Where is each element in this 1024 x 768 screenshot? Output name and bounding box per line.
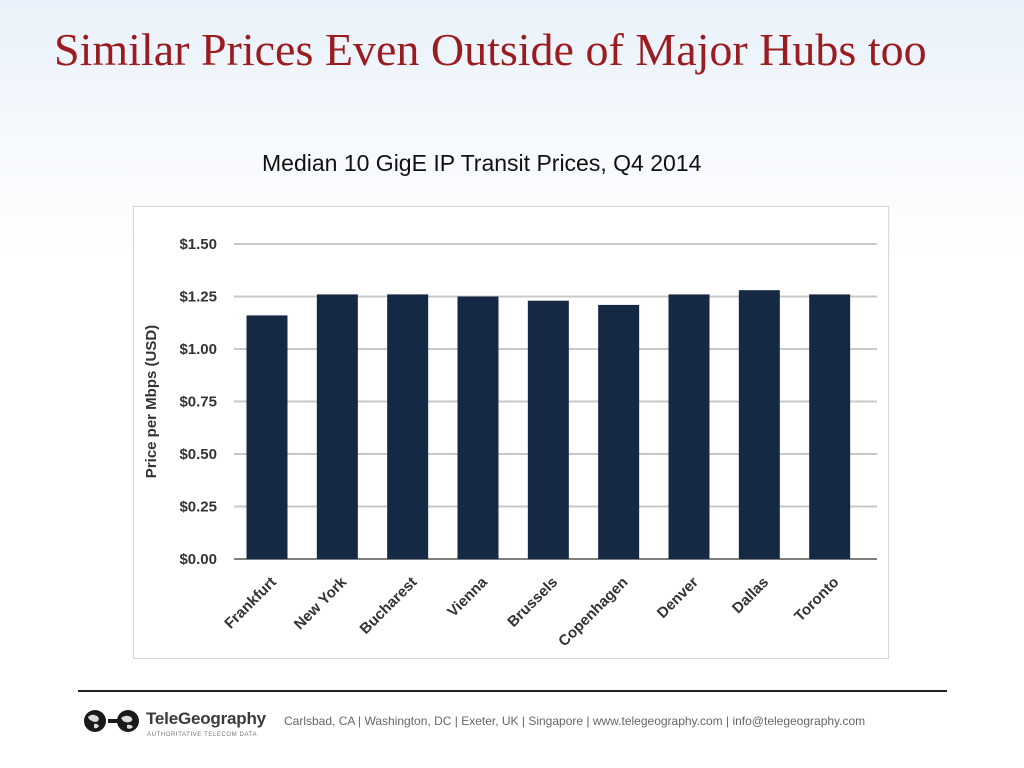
x-tick-label: Frankfurt bbox=[221, 574, 280, 633]
bar-new-york bbox=[316, 294, 358, 559]
telegeography-logo: TeleGeography AUTHORITATIVE TELECOM DATA bbox=[82, 704, 272, 744]
x-tick-label: Dallas bbox=[729, 574, 772, 617]
bar-chart: $0.00 $0.25 $0.50 $0.75 $1.00 $1.25 $1.50 Price… bbox=[143, 236, 877, 650]
globe-icon bbox=[84, 710, 139, 732]
chart-subtitle: Median 10 GigE IP Transit Prices, Q4 201… bbox=[262, 150, 702, 176]
logo-tagline: AUTHORITATIVE TELECOM DATA bbox=[147, 732, 258, 738]
x-tick-label: Copenhagen bbox=[555, 574, 631, 650]
slide-title: Similar Prices Even Outside of Major Hub… bbox=[54, 24, 927, 75]
y-tick-label: $1.00 bbox=[179, 341, 217, 358]
footer-divider bbox=[78, 690, 947, 692]
x-tick-label: New York bbox=[291, 573, 351, 633]
bar-dallas bbox=[738, 290, 780, 559]
x-tick-label: Denver bbox=[654, 574, 702, 622]
y-tick-label: $0.00 bbox=[179, 551, 217, 568]
footer-contact-info: Carlsbad, CA | Washington, DC | Exeter, … bbox=[284, 714, 866, 728]
logo-brand-name: TeleGeography bbox=[146, 709, 266, 728]
bar-denver bbox=[668, 294, 710, 559]
bar-bucharest bbox=[387, 294, 429, 559]
bar-copenhagen bbox=[598, 304, 640, 559]
y-tick-label: $1.50 bbox=[179, 236, 217, 253]
x-tick-label: Vienna bbox=[444, 573, 491, 620]
x-tick-label: Bucharest bbox=[357, 574, 421, 638]
bar-toronto bbox=[809, 294, 851, 559]
y-tick-label: $0.50 bbox=[179, 446, 217, 463]
y-tick-label: $1.25 bbox=[179, 289, 217, 306]
y-tick-label: $0.25 bbox=[179, 499, 217, 516]
chart-frame: $0.00 $0.25 $0.50 $0.75 $1.00 $1.25 $1.50 Price… bbox=[133, 206, 889, 659]
x-tick-label: Toronto bbox=[791, 574, 842, 625]
bar-brussels bbox=[527, 300, 569, 559]
y-tick-label: $0.75 bbox=[179, 394, 217, 411]
x-tick-label: Brussels bbox=[504, 574, 561, 631]
bar-frankfurt bbox=[246, 315, 288, 559]
bar-vienna bbox=[457, 296, 499, 559]
y-axis-label: Price per Mbps (USD) bbox=[143, 325, 160, 478]
